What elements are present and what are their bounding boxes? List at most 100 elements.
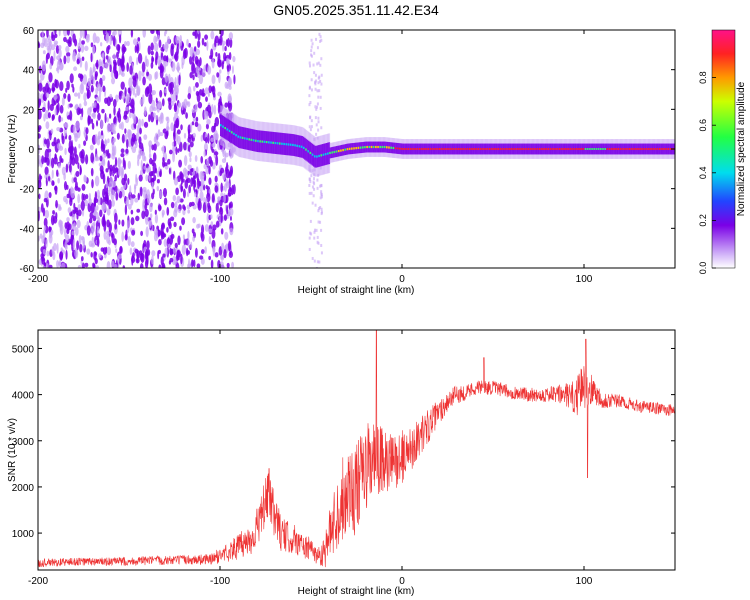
heatmap-cell	[120, 121, 124, 131]
heatmap-cells	[38, 30, 675, 268]
heatmap-cell	[335, 150, 338, 153]
heatmap-cell	[366, 145, 368, 149]
heatmap-cell	[181, 244, 187, 255]
heatmap-cell	[495, 148, 497, 150]
heatmap-cell	[586, 148, 589, 150]
heatmap-cell	[199, 190, 204, 202]
heatmap-cell	[129, 185, 132, 196]
heatmap-cell	[170, 216, 175, 222]
heatmap-cell	[148, 157, 153, 165]
heatmap-cell	[48, 233, 53, 244]
heatmap-cell	[313, 80, 316, 84]
heatmap-cell	[211, 193, 215, 203]
heatmap-cell	[320, 243, 323, 247]
heatmap-cell	[61, 132, 64, 141]
heatmap-cell	[147, 165, 151, 173]
heatmap-cell	[645, 148, 648, 150]
heatmap-cell	[655, 143, 658, 155]
heatmap-cell	[80, 236, 84, 241]
heatmap-cell	[320, 251, 323, 255]
colorbar-tick-label: 0.6	[698, 119, 708, 132]
y-tick-label: -40	[20, 224, 35, 235]
heatmap-cell	[199, 57, 202, 66]
heatmap-cell	[304, 137, 306, 160]
heatmap-cell	[158, 102, 163, 109]
heatmap-cell	[320, 154, 323, 157]
heatmap-cell	[226, 128, 229, 131]
heatmap-cell	[617, 148, 620, 150]
heatmap-cell	[320, 190, 323, 194]
x-tick-label: 100	[576, 576, 593, 587]
heatmap-cell	[106, 117, 110, 123]
heatmap-cell	[131, 229, 136, 236]
heatmap-cell	[181, 101, 184, 111]
heatmap-cell	[383, 145, 386, 149]
heatmap-cell	[191, 63, 196, 75]
heatmap-cell	[150, 62, 154, 69]
heatmap-cell	[145, 174, 149, 182]
heatmap-cell	[220, 124, 222, 127]
heatmap-cell	[137, 154, 140, 162]
heatmap-cell	[73, 146, 77, 158]
heatmap-cell	[194, 155, 198, 163]
heatmap-cell	[193, 85, 196, 92]
heatmap-cell	[212, 245, 216, 257]
heatmap-cell	[188, 151, 192, 158]
heatmap-cell	[180, 253, 183, 265]
heatmap-cell	[193, 259, 196, 268]
heatmap-cell	[53, 94, 58, 100]
heatmap-cell	[59, 104, 64, 114]
heatmap-cell	[545, 148, 548, 150]
heatmap-cell	[79, 30, 83, 39]
heatmap-cell	[634, 148, 637, 150]
snr-x-ticks: -200 -100 0 100	[28, 330, 593, 587]
heatmap-cell	[206, 119, 211, 125]
heatmap-cell	[107, 44, 111, 50]
heatmap-cell	[248, 138, 250, 141]
heatmap-cell	[105, 181, 109, 189]
heatmap-cell	[259, 140, 261, 143]
heatmap-cell	[157, 204, 162, 212]
heatmap-cell	[151, 255, 154, 265]
heatmap-cell	[103, 203, 106, 210]
heatmap-cell	[164, 247, 168, 257]
heatmap-cell	[83, 174, 87, 183]
heatmap-cell	[138, 142, 144, 150]
heatmap-cell	[523, 148, 526, 150]
heatmap-cell	[173, 131, 176, 137]
heatmap-cell	[183, 155, 188, 167]
heatmap-cell	[167, 58, 173, 63]
heatmap-cell	[90, 152, 95, 163]
heatmap-cell	[51, 141, 56, 147]
heatmap-cell	[78, 143, 81, 149]
heatmap-cell	[75, 120, 80, 131]
heatmap-cell	[67, 115, 71, 120]
heatmap-cell	[127, 87, 131, 94]
heatmap-cell	[539, 143, 542, 155]
heatmap-cell	[141, 118, 144, 127]
heatmap-cell	[558, 148, 561, 150]
heatmap-cell	[191, 167, 194, 173]
heatmap-cell	[249, 128, 252, 151]
heatmap-cell	[317, 128, 320, 132]
heatmap-cell	[187, 170, 190, 176]
heatmap-cell	[42, 36, 46, 47]
heatmap-cell	[541, 148, 543, 150]
heatmap-cell	[59, 62, 64, 71]
heatmap-cell	[114, 156, 118, 167]
heatmap-cell	[316, 260, 319, 264]
heatmap-cell	[38, 82, 43, 92]
heatmap-cell	[94, 133, 98, 144]
heatmap-cell	[78, 234, 82, 245]
heatmap-cell	[310, 174, 313, 178]
heatmap-cell	[344, 148, 347, 151]
heatmap-cell	[102, 173, 106, 185]
heatmap-cell	[221, 61, 224, 70]
heatmap-cell	[205, 198, 208, 207]
spectrogram-x-ticks: -200 -100 0 100	[28, 30, 593, 285]
heatmap-cell	[113, 116, 117, 124]
heatmap-cell	[215, 202, 219, 213]
heatmap-cell	[227, 119, 230, 142]
heatmap-cell	[68, 103, 73, 108]
heatmap-cell	[94, 190, 98, 202]
